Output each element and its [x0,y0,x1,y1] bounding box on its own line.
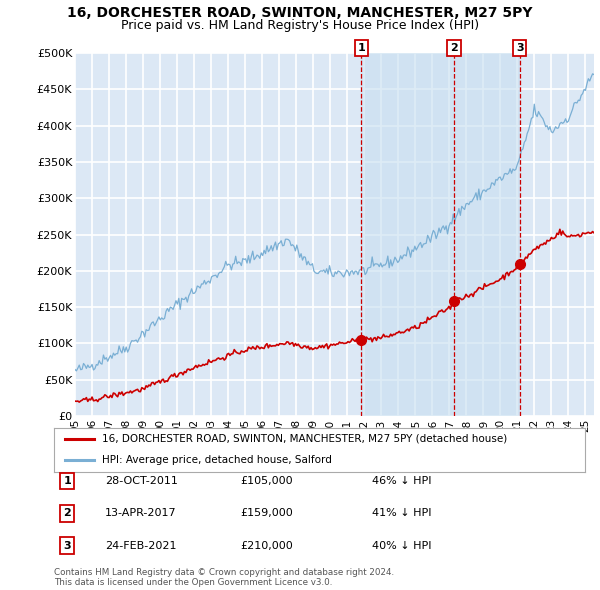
Text: 46% ↓ HPI: 46% ↓ HPI [372,476,431,486]
Text: Contains HM Land Registry data © Crown copyright and database right 2024.
This d: Contains HM Land Registry data © Crown c… [54,568,394,587]
Text: 2: 2 [64,509,71,518]
Text: HPI: Average price, detached house, Salford: HPI: Average price, detached house, Salf… [102,455,332,464]
Text: £105,000: £105,000 [240,476,293,486]
Text: Price paid vs. HM Land Registry's House Price Index (HPI): Price paid vs. HM Land Registry's House … [121,19,479,32]
Text: 2: 2 [450,43,458,53]
Text: 3: 3 [516,43,523,53]
Text: £210,000: £210,000 [240,541,293,550]
Text: 41% ↓ HPI: 41% ↓ HPI [372,509,431,518]
Text: 40% ↓ HPI: 40% ↓ HPI [372,541,431,550]
Text: 16, DORCHESTER ROAD, SWINTON, MANCHESTER, M27 5PY (detached house): 16, DORCHESTER ROAD, SWINTON, MANCHESTER… [102,434,507,444]
Text: 16, DORCHESTER ROAD, SWINTON, MANCHESTER, M27 5PY: 16, DORCHESTER ROAD, SWINTON, MANCHESTER… [67,6,533,20]
Text: 3: 3 [64,541,71,550]
Bar [361,53,520,416]
Text: £159,000: £159,000 [240,509,293,518]
Text: 24-FEB-2021: 24-FEB-2021 [105,541,176,550]
Text: 1: 1 [358,43,365,53]
Text: 13-APR-2017: 13-APR-2017 [105,509,176,518]
Text: 28-OCT-2011: 28-OCT-2011 [105,476,178,486]
Text: 1: 1 [64,476,71,486]
